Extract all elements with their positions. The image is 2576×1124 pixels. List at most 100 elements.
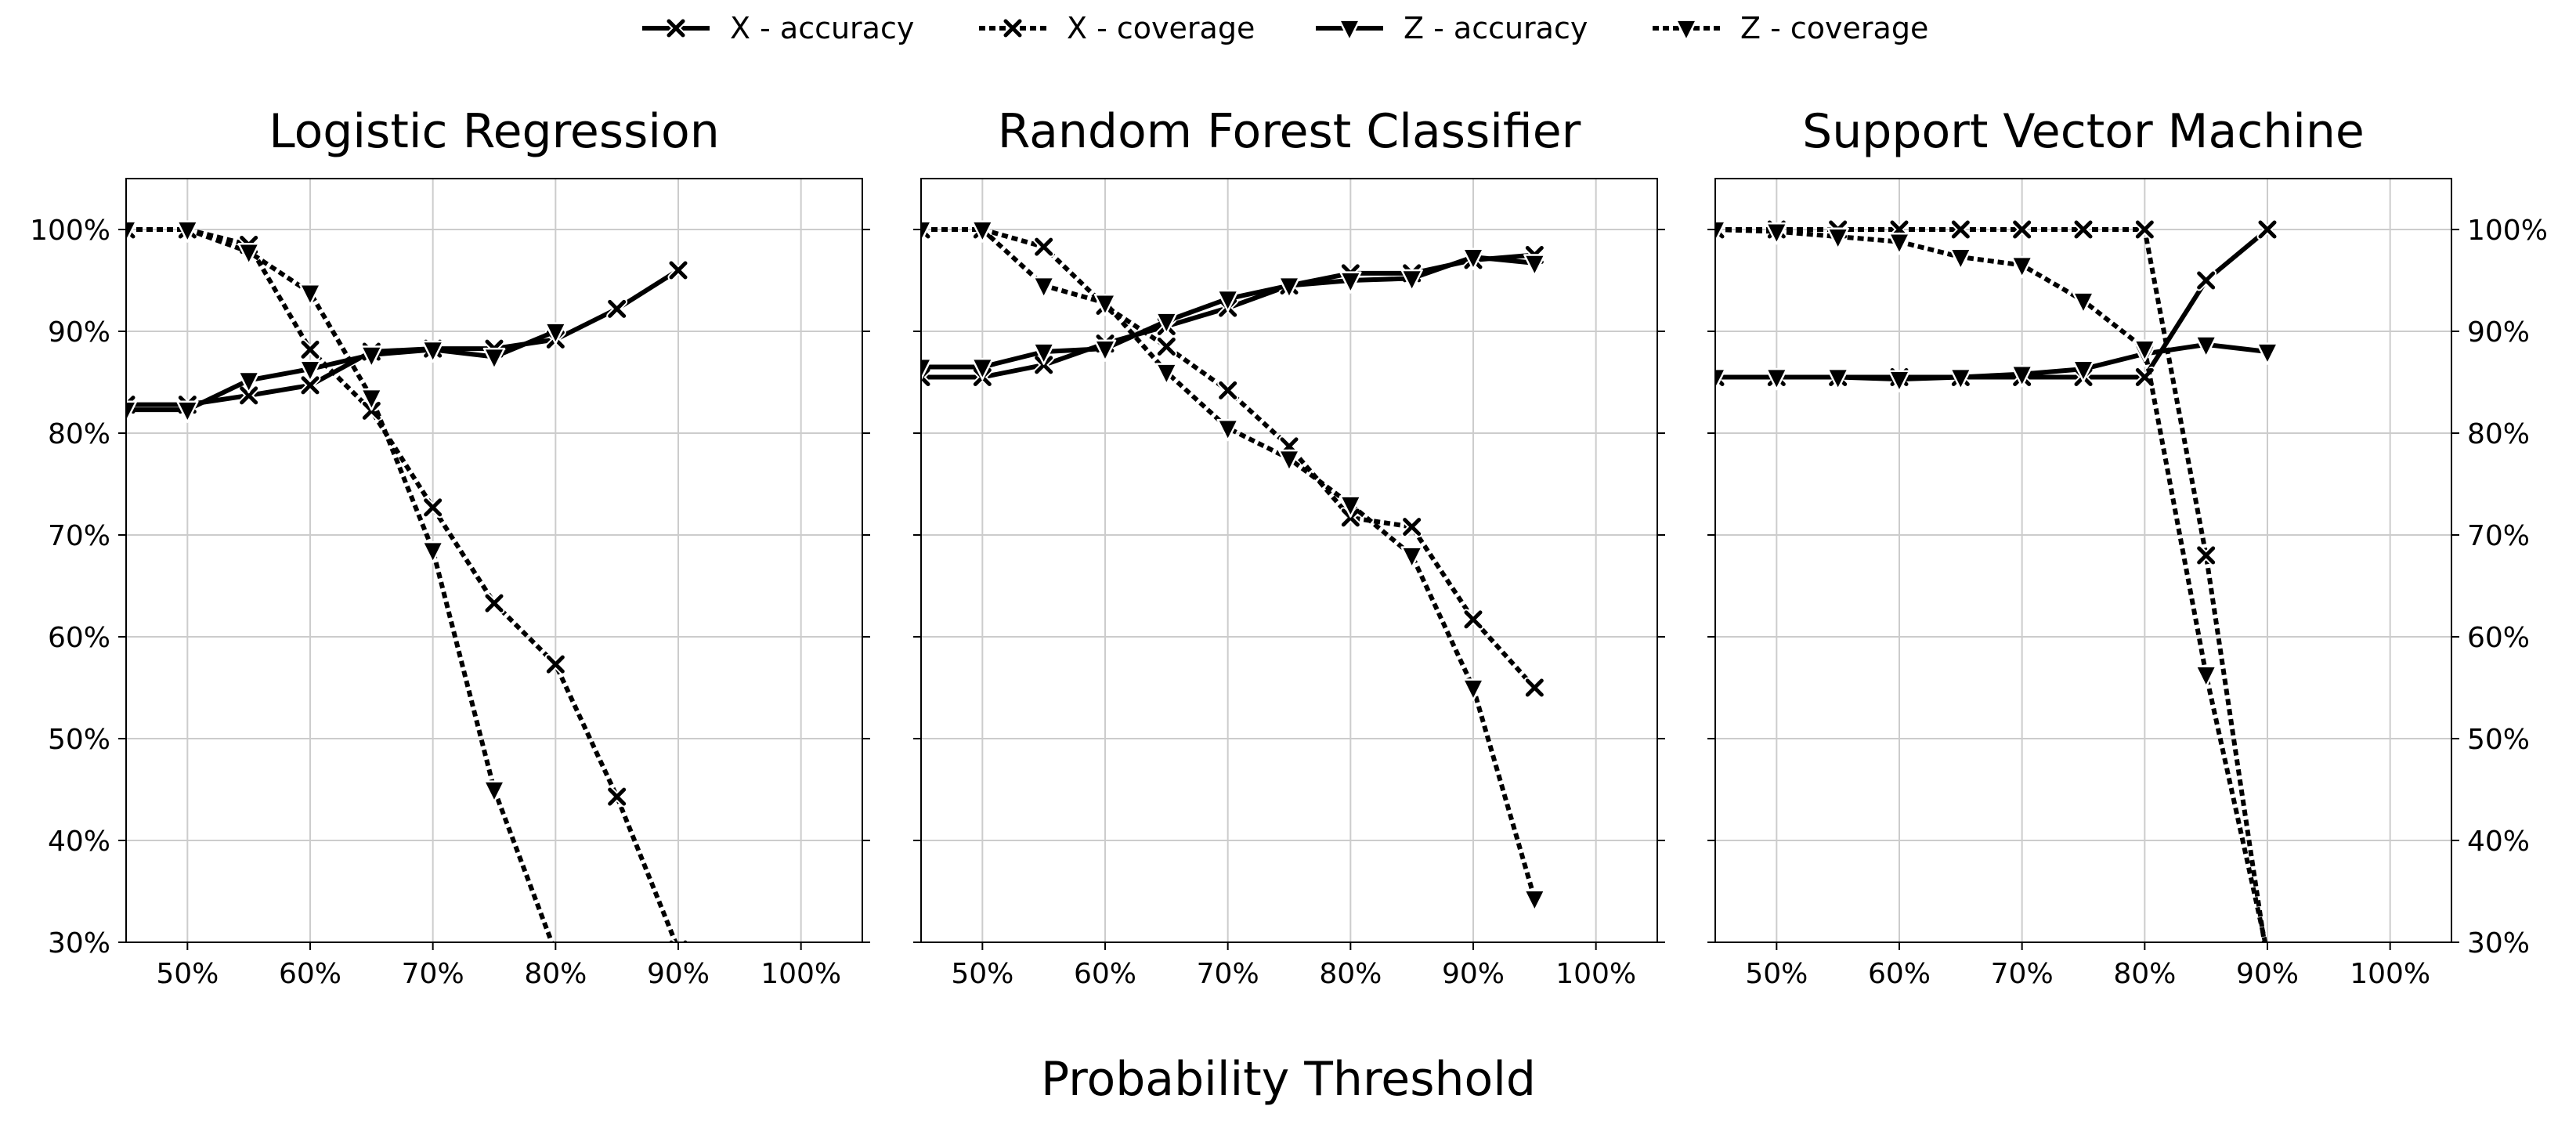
legend: X - accuracy X - coverage Z - accuracy Z - … [642, 11, 1928, 45]
y-tick-label: 100% [30, 215, 110, 247]
legend-label: Z - accuracy [1404, 11, 1588, 45]
y-tick-label: 40% [48, 826, 110, 858]
x-tick-label: 50% [1745, 958, 1808, 990]
x-tick-label: 60% [1074, 958, 1136, 990]
data-point [1401, 516, 1423, 538]
data-point [1400, 269, 1423, 292]
legend-marker [1338, 19, 1361, 42]
x-tick-label: 80% [2113, 958, 2176, 990]
series-line-x-coverage [126, 227, 678, 942]
data-point [1093, 293, 1117, 316]
series-z-accuracy [1715, 335, 2279, 392]
data-point [1277, 449, 1301, 472]
series-line-z-accuracy [126, 329, 557, 413]
data-point [1400, 546, 1423, 569]
series-line-z-coverage [1715, 227, 2268, 942]
x-axis-title: Probability Threshold [1041, 1052, 1536, 1107]
data-point [483, 592, 505, 614]
panel-1-y-axis: 100% 90% 80% 70% 60% 50% 40% 30% [30, 215, 870, 960]
data-point [667, 259, 689, 281]
data-point [2256, 219, 2278, 240]
data-point [1949, 367, 1972, 391]
y-tick-label: 80% [2467, 418, 2530, 450]
legend-marker [1002, 17, 1024, 39]
data-point [544, 653, 566, 675]
legend-label: Z - coverage [1740, 11, 1928, 45]
data-point [126, 400, 138, 423]
data-point [482, 780, 506, 803]
series-line-z-accuracy [1715, 342, 2268, 382]
legend-entry: Z - accuracy [1316, 11, 1588, 45]
data-point [1155, 312, 1178, 334]
data-point [971, 357, 994, 381]
data-point [299, 374, 321, 396]
y-tick-label: 60% [48, 622, 110, 654]
data-point [606, 298, 628, 320]
panel-2-frame [920, 178, 1658, 943]
series-line-z-coverage [126, 227, 555, 942]
x-tick-label: 100% [761, 958, 841, 990]
series-z-coverage [1715, 220, 2268, 942]
data-point [1888, 232, 1911, 255]
data-point [1032, 342, 1055, 365]
x-tick-label: 100% [2350, 958, 2430, 990]
data-point [1033, 354, 1055, 376]
panel-3-x-axis: 50% 60% 70% 80% 90% 100% [1745, 942, 2430, 990]
data-point [421, 340, 444, 363]
panel-1-series [126, 219, 689, 942]
panel-3-grid [1715, 179, 2451, 943]
data-point [1765, 367, 1788, 391]
y-tick-label: 60% [2467, 622, 2530, 654]
x-tick-label: 60% [1868, 958, 1931, 990]
series-line-z-coverage [921, 227, 1537, 899]
legend-marker [1675, 19, 1698, 42]
x-tick-label: 90% [1442, 958, 1505, 990]
data-point [1093, 339, 1117, 362]
panel-1: 50% 60% 70% 80% 90% 100% 100% 90% 80% 70% 60% 50% 40… [30, 104, 870, 990]
y-tick-label: 50% [48, 724, 110, 756]
legend-label: X - accuracy [730, 11, 914, 45]
data-point [1826, 227, 1849, 250]
panel-2-title: Random Forest Classifier [998, 104, 1581, 159]
data-point [2133, 219, 2155, 240]
legend-label: X - coverage [1067, 11, 1255, 45]
panel-1-x-axis: 50% 60% 70% 80% 90% 100% [156, 942, 841, 990]
data-point [1949, 248, 1972, 270]
x-tick-label: 90% [647, 958, 710, 990]
data-point [2072, 219, 2094, 240]
x-tick-label: 70% [1197, 958, 1259, 990]
data-point [1216, 418, 1239, 442]
y-tick-label: 100% [2467, 215, 2548, 247]
data-point [1826, 367, 1849, 391]
data-point [360, 388, 383, 411]
panel-3-title: Support Vector Machine [1802, 104, 2365, 159]
data-point [360, 345, 383, 368]
series-z-accuracy [126, 322, 567, 423]
legend-entry: Z - coverage [1653, 11, 1928, 45]
data-point [1216, 289, 1239, 313]
data-point [422, 497, 444, 519]
panel-2: 50% 60% 70% 80% 90% 100% Random Forest Classif… [913, 104, 1665, 990]
data-point [1765, 222, 1788, 245]
y-tick-label: 70% [48, 520, 110, 552]
data-point [2195, 544, 2217, 566]
x-tick-label: 50% [951, 958, 1013, 990]
data-point [1523, 677, 1545, 699]
data-point [1032, 276, 1055, 299]
y-tick-label: 70% [2467, 520, 2530, 552]
data-point [921, 367, 932, 388]
series-z-accuracy [921, 248, 1546, 381]
data-point [1523, 254, 1546, 276]
series-z-coverage [921, 220, 1546, 912]
y-tick-label: 80% [48, 418, 110, 450]
x-tick-label: 70% [402, 958, 464, 990]
y-tick-label: 50% [2467, 724, 2530, 756]
panel-2-series [921, 219, 1546, 912]
y-tick-label: 30% [48, 927, 110, 960]
data-point [2011, 255, 2033, 279]
data-point [1033, 236, 1055, 258]
data-point [1217, 379, 1239, 401]
data-point [482, 347, 506, 370]
